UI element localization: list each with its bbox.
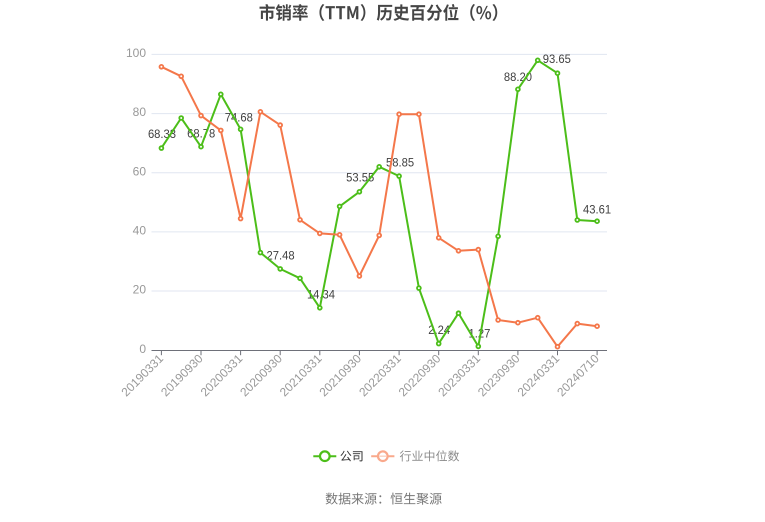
svg-text:80: 80 xyxy=(133,105,147,119)
svg-text:100: 100 xyxy=(126,46,146,60)
svg-text:1.27: 1.27 xyxy=(468,326,490,340)
svg-text:43.61: 43.61 xyxy=(583,203,611,217)
svg-text:88.20: 88.20 xyxy=(504,70,532,84)
svg-text:0: 0 xyxy=(139,342,146,356)
svg-text:93.65: 93.65 xyxy=(543,52,571,66)
svg-text:27.48: 27.48 xyxy=(267,248,295,262)
svg-text:68.33: 68.33 xyxy=(148,127,176,141)
svg-text:40: 40 xyxy=(133,224,147,238)
svg-text:74.68: 74.68 xyxy=(225,111,253,125)
svg-text:20: 20 xyxy=(133,283,147,297)
svg-text:60: 60 xyxy=(133,164,147,178)
svg-text:58.85: 58.85 xyxy=(386,156,414,170)
